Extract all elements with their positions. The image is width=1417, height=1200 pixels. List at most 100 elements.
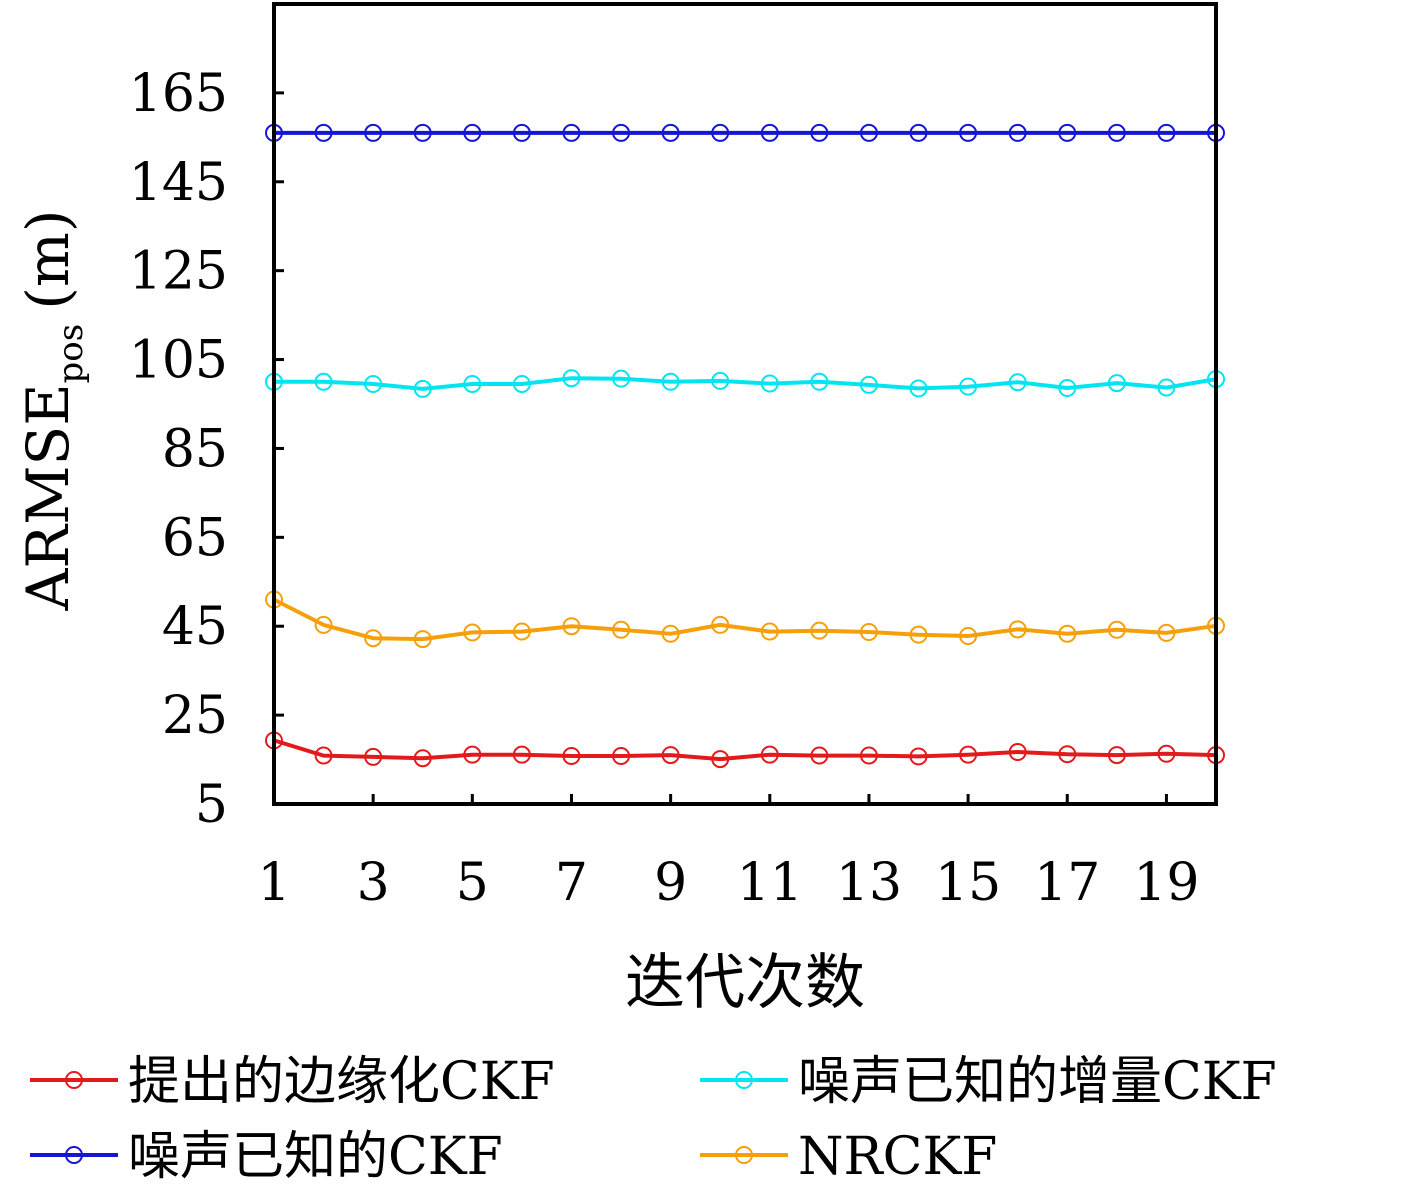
data-point [463,123,482,142]
legend-entry: 提出的边缘化CKF [30,1052,555,1112]
data-point [810,372,829,391]
series-3 [265,123,1225,142]
data-point [512,745,531,764]
x-tick-label: 9 [654,853,687,913]
data-point [1157,378,1176,397]
data-point [711,371,730,390]
data-point [959,377,978,396]
x-tick-label: 1 [257,853,290,913]
x-axis-label: 迭代次数 [625,948,865,1018]
svg-text:ARMSEpos(m): ARMSEpos (m) [14,210,91,612]
legend: 提出的边缘化CKF 噪声已知的增量CKF 噪声已知的CKF NRCKF [30,1052,1277,1187]
data-point [711,123,730,142]
data-point [909,625,928,644]
x-tick-label: 15 [935,853,1001,913]
data-point [1008,123,1027,142]
legend-entry: 噪声已知的增量CKF [700,1052,1277,1112]
data-point [314,746,333,765]
data-point [711,750,730,769]
data-point [1107,123,1126,142]
data-point [909,379,928,398]
data-point [364,123,383,142]
data-point [463,375,482,393]
series-4 [265,590,1225,649]
data-point [1008,743,1027,761]
data-point [1157,744,1176,763]
data-point [909,123,928,142]
data-point [959,627,978,645]
series-2 [265,369,1225,398]
y-axis-label-sub: pos [51,324,91,384]
data-point [859,123,878,142]
data-point [562,617,581,636]
data-point [661,746,680,765]
data-point [413,123,432,142]
data-point [810,746,829,765]
data-point [612,369,631,388]
data-point [1058,123,1077,142]
x-tick-label: 17 [1034,853,1100,913]
data-point [661,624,680,643]
data-point [512,622,531,641]
data-point [810,123,829,142]
legend-marker [65,1146,83,1164]
series-1 [265,731,1225,769]
data-point [1107,374,1126,393]
legend-marker [735,1146,753,1164]
data-point [661,372,680,391]
data-point [463,745,482,764]
data-point [512,375,531,393]
y-axis-label-unit: (m) [14,210,82,310]
y-tick-label: 105 [129,331,228,391]
data-point [364,747,383,766]
y-tick-label: 85 [162,419,228,479]
data-point [562,747,581,765]
legend-entry: 噪声已知的CKF [30,1127,503,1187]
data-point [859,746,878,765]
legend-label: 提出的边缘化CKF [128,1052,555,1112]
data-point [1058,624,1077,643]
x-tick-label: 3 [357,853,390,913]
data-point [413,749,432,768]
data-point [1157,123,1176,142]
legend-marker [65,1071,83,1089]
plot-frame [272,2,1218,806]
data-point [413,379,432,398]
legend-label: 噪声已知的CKF [128,1127,503,1187]
data-point [1107,746,1126,765]
data-point [760,123,779,142]
legend-entry: NRCKF [700,1127,997,1187]
data-point [314,372,333,391]
data-point [1058,379,1077,397]
data-point [463,623,482,642]
data-point [760,745,779,764]
data-point [1107,620,1126,639]
y-axis-label-main: ARMSE [14,383,82,611]
data-point [562,369,581,388]
y-tick-label: 25 [162,686,228,746]
data-point [1008,373,1027,392]
y-tick-label: 5 [195,775,228,835]
data-point [859,623,878,641]
data-point [711,615,730,634]
x-tick-label: 7 [555,853,588,913]
plot-area [265,123,1225,769]
y-axis-label: ARMSEpos (m) [14,210,91,612]
data-point [612,123,631,142]
x-tick-label: 5 [456,853,489,913]
x-tick-label: 11 [737,853,803,913]
data-point [314,123,333,142]
legend-marker [735,1071,753,1089]
data-point [909,747,928,766]
data-point [612,747,631,765]
data-point [1008,620,1027,639]
y-tick-label: 65 [162,508,228,568]
data-point [562,123,581,142]
data-point [1058,745,1077,764]
data-point [661,123,680,142]
data-point [512,123,531,142]
data-point [859,375,878,394]
data-point [413,630,432,649]
